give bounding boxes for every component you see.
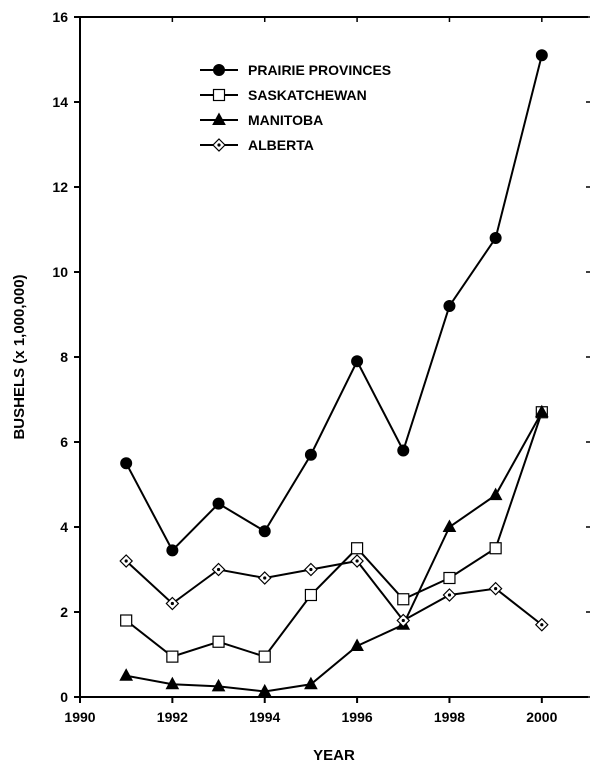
series-layer — [119, 49, 549, 697]
data-point — [120, 457, 133, 470]
y-tick-label: 12 — [52, 179, 68, 195]
legend-label: PRAIRIE PROVINCES — [248, 62, 391, 78]
data-point — [535, 49, 548, 62]
data-point — [258, 525, 271, 538]
y-tick-label: 8 — [60, 349, 68, 365]
data-point — [442, 519, 457, 532]
data-point — [120, 614, 133, 627]
series-saskatchewan — [120, 406, 548, 663]
legend-item-saskatchewan: SASKATCHEWAN — [200, 87, 367, 103]
series-line — [126, 411, 543, 693]
diamond-dot — [124, 559, 128, 563]
data-point — [212, 497, 225, 510]
data-point — [442, 588, 457, 602]
data-point — [211, 562, 226, 577]
diamond-dot — [401, 618, 405, 623]
diamond-dot — [355, 559, 359, 563]
legend-marker — [212, 88, 226, 102]
legend-item-alberta: ALBERTA — [200, 137, 314, 153]
diamond-dot — [217, 143, 221, 147]
legend-label: SASKATCHEWAN — [248, 87, 367, 103]
y-tick-label: 0 — [60, 689, 68, 705]
x-tick-label: 1994 — [249, 709, 280, 725]
legend-label: MANITOBA — [248, 112, 323, 128]
data-point — [534, 404, 549, 418]
legend-marker — [212, 138, 226, 152]
series-line — [125, 55, 543, 553]
data-point — [165, 676, 180, 690]
x-tick-label: 1998 — [434, 709, 465, 725]
legend-label: ALBERTA — [248, 137, 314, 153]
x-tick-label: 2000 — [526, 709, 557, 725]
data-point — [258, 650, 271, 663]
data-point — [165, 596, 180, 611]
data-point — [489, 232, 502, 244]
data-point — [212, 635, 225, 648]
data-point — [304, 588, 318, 602]
data-point — [534, 617, 549, 632]
data-point — [119, 554, 134, 568]
series-manitoba — [119, 404, 549, 697]
y-tick-label: 6 — [60, 434, 68, 450]
legend: PRAIRIE PROVINCES SASKATCHEWAN MANITOBA ALB… — [200, 62, 391, 153]
data-point — [443, 300, 456, 312]
data-point — [257, 571, 272, 585]
series-line — [125, 559, 543, 626]
data-point — [211, 678, 226, 692]
x-tick-label: 1992 — [157, 709, 188, 725]
diamond-dot — [216, 567, 221, 572]
y-tick-label: 16 — [52, 9, 68, 25]
data-point — [396, 613, 411, 628]
data-point — [304, 676, 318, 690]
data-point — [304, 448, 317, 461]
legend-item-manitoba: MANITOBA — [200, 112, 323, 128]
diamond-dot — [494, 587, 498, 591]
x-tick-label: 1996 — [342, 709, 373, 725]
data-point — [257, 683, 272, 697]
diamond-dot — [447, 593, 452, 597]
data-point — [350, 542, 364, 555]
y-tick-label: 10 — [52, 264, 68, 280]
data-point — [166, 650, 179, 663]
data-point — [166, 544, 179, 557]
legend-marker — [213, 64, 225, 76]
data-point — [350, 554, 364, 568]
series-alberta — [119, 554, 549, 632]
diamond-dot — [263, 576, 267, 580]
data-point — [443, 571, 456, 585]
data-point — [350, 638, 364, 651]
y-tick-label: 14 — [52, 94, 68, 110]
data-point — [489, 542, 502, 555]
y-tick-label: 4 — [60, 519, 68, 535]
series-line — [125, 411, 543, 658]
diamond-dot — [540, 623, 544, 627]
x-axis-title: YEAR — [313, 747, 355, 764]
legend-item-prairie-provinces: PRAIRIE PROVINCES — [200, 62, 391, 78]
y-tick-label: 2 — [60, 604, 68, 620]
diamond-dot — [170, 601, 174, 606]
y-axis-title: BUSHELS (x 1,000,000) — [11, 274, 28, 439]
x-tick-label: 1990 — [64, 709, 95, 725]
data-point — [397, 444, 410, 457]
data-point — [304, 562, 318, 577]
data-point — [397, 593, 410, 606]
data-point — [119, 668, 134, 681]
diamond-dot — [309, 567, 313, 572]
legend-marker — [212, 112, 226, 125]
series-prairie-provinces — [120, 49, 548, 557]
data-point — [488, 487, 503, 501]
axes: 0 2 4 6 8 10 12 14 16 1990 1992 1994 1996 1998 2000 — [52, 9, 590, 725]
data-point — [488, 581, 503, 596]
data-point — [351, 355, 364, 368]
